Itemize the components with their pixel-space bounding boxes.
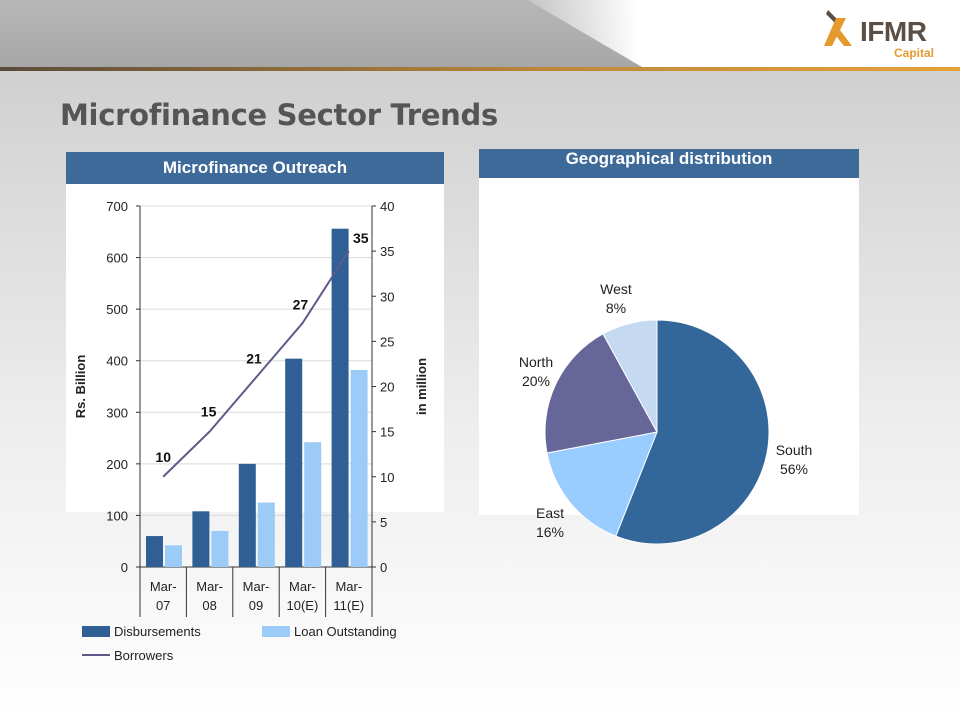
y2-tick-label: 0 [380, 560, 387, 575]
bar-disbursements [192, 511, 210, 567]
logo-subtitle: Capital [894, 46, 935, 60]
ifmr-logo: IFMR Capital [822, 6, 946, 64]
x-tick-label: 09 [249, 598, 263, 613]
legend-label-borrowers: Borrowers [114, 648, 174, 663]
x-tick-label: Mar- [196, 579, 223, 594]
bar-loan-outstanding [257, 502, 275, 567]
legend-swatch-disbursements [82, 626, 110, 637]
x-tick-label: 10(E) [287, 598, 319, 613]
outreach-chart-title: Microfinance Outreach [66, 152, 444, 184]
geo-chart-title: Geographical distribution [479, 149, 859, 178]
y2-tick-label: 5 [380, 515, 387, 530]
x-tick-label: Mar- [335, 579, 362, 594]
logo-name: IFMR [860, 16, 927, 47]
x-tick-label: Mar- [243, 579, 270, 594]
page-title: Microfinance Sector Trends [60, 98, 498, 132]
x-tick-label: 08 [202, 598, 216, 613]
x-tick-label: Mar- [289, 579, 316, 594]
logo-mark-icon [824, 10, 852, 46]
top-divider-line [0, 67, 960, 71]
legend-label-loan-outstanding: Loan Outstanding [294, 624, 397, 639]
geo-panel: Geographical distribution [479, 149, 859, 515]
y-tick-label: 0 [121, 560, 128, 575]
x-tick-label: Mar- [150, 579, 177, 594]
bar-disbursements [146, 536, 163, 567]
x-tick-label: 11(E) [333, 598, 364, 613]
bar-loan-outstanding [165, 545, 182, 567]
x-tick-label: 07 [156, 598, 170, 613]
outreach-panel: Microfinance Outreach [66, 152, 444, 512]
pie-value-east: 16% [536, 524, 564, 540]
legend-swatch-loan-outstanding [262, 626, 290, 637]
legend-label-disbursements: Disbursements [114, 624, 201, 639]
bar-loan-outstanding [211, 530, 229, 567]
